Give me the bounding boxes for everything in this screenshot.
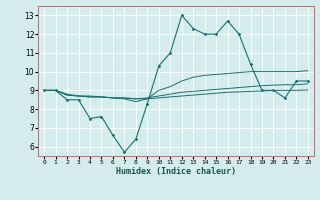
X-axis label: Humidex (Indice chaleur): Humidex (Indice chaleur) [116, 167, 236, 176]
